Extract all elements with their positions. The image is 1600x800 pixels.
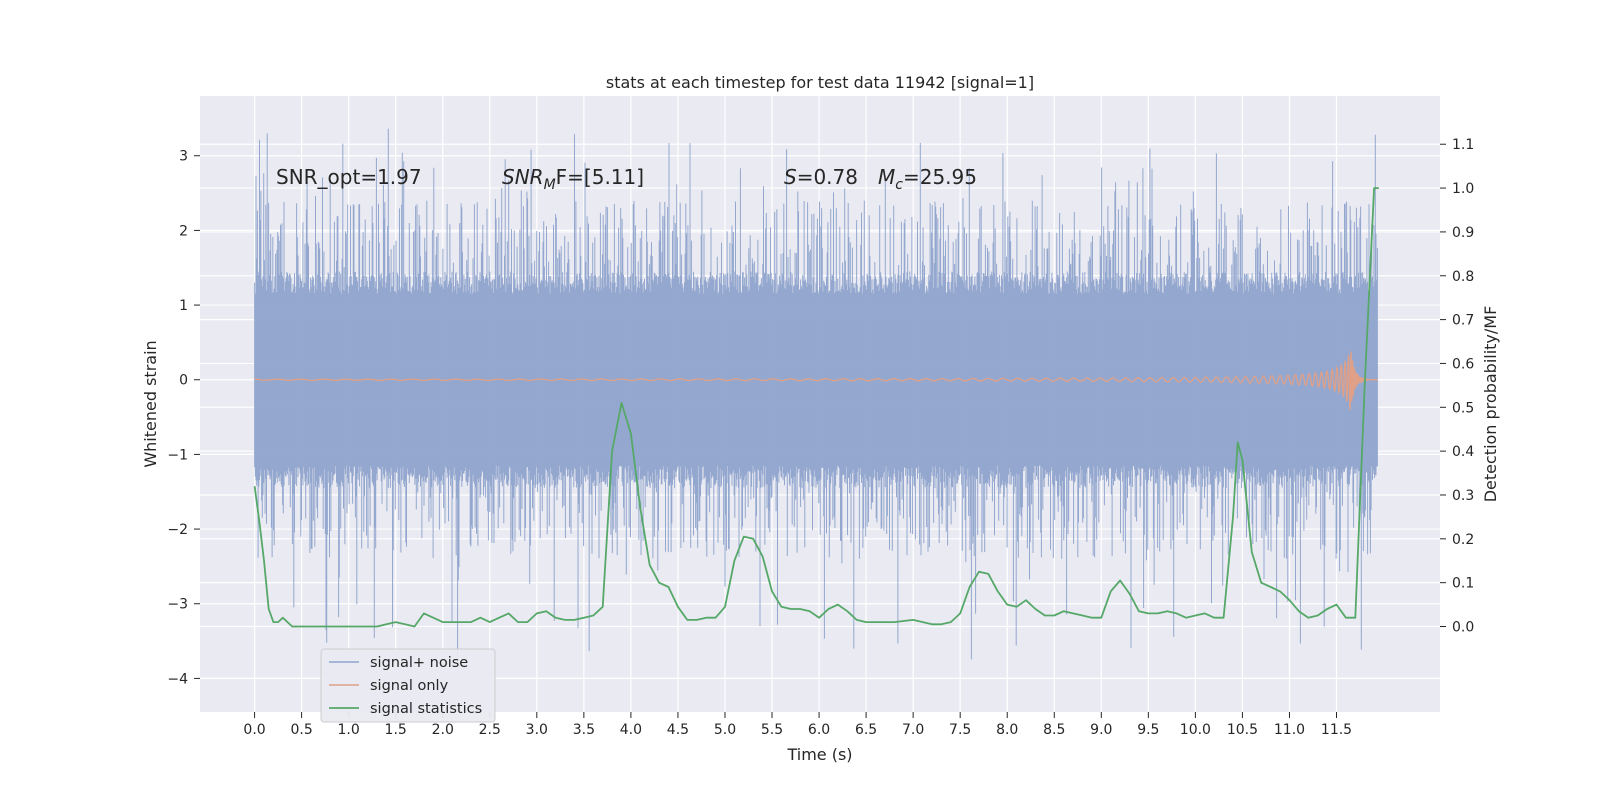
x-tick-label: 7.0 [902, 722, 924, 738]
x-tick-label: 11.5 [1321, 722, 1352, 738]
y-right-tick-label: 0.3 [1452, 488, 1474, 504]
chart-title: stats at each timestep for test data 119… [606, 73, 1034, 92]
signal-statistics-line [253, 187, 1379, 628]
x-tick-label: 6.0 [808, 722, 830, 738]
x-tick-label: 9.0 [1090, 722, 1112, 738]
x-tick-label: 2.5 [479, 722, 501, 738]
y-right-tick-label: 0.8 [1452, 269, 1474, 285]
x-tick-label: 8.5 [1043, 722, 1065, 738]
series-signal-plus-noise [254, 128, 1378, 664]
x-tick-label: 4.5 [667, 722, 689, 738]
annotation-snr-opt: SNR_opt=1.97 [276, 165, 422, 189]
x-tick-label: 7.5 [949, 722, 971, 738]
annotation-s-main: S [784, 165, 797, 189]
y-left-tick-label: −1 [167, 447, 188, 463]
y-left-tick-label: 1 [179, 298, 188, 314]
annotation-mc: Mc=25.95 [878, 165, 977, 193]
annotation-snr-mf: SNRMF=[5.11] [502, 165, 644, 193]
x-tick-label: 9.5 [1137, 722, 1159, 738]
y-right-tick-label: 0.1 [1452, 576, 1474, 592]
y-right-tick-label: 1.1 [1452, 137, 1474, 153]
x-axis-ticks: 0.0 0.5 1.0 1.5 2.0 2.5 3.0 3.5 4.0 4.5 5.0 5.5 6.0 6… [243, 712, 1352, 738]
y-right-tick-label: 0.6 [1452, 356, 1474, 372]
y-left-tick-label: −2 [167, 522, 188, 538]
y-right-axis-ticks: 1.1 1.0 0.9 0.8 0.7 0.6 0.5 0.4 0.3 0.2 0.1 0.0 [1440, 137, 1474, 636]
x-axis-title: Time (s) [786, 745, 852, 764]
annotation-mc-sub: c [895, 177, 903, 193]
series-signal-statistics [253, 187, 1379, 628]
x-tick-label: 5.5 [761, 722, 783, 738]
x-tick-label: 5.0 [714, 722, 736, 738]
y-right-tick-label: 0.5 [1452, 400, 1474, 416]
legend-box [320, 648, 496, 723]
legend-label-signal-plus-noise: signal+ noise [370, 655, 468, 671]
annotation-snr-mf-rest: F=[5.11] [556, 165, 644, 189]
y-left-tick-label: −4 [167, 671, 188, 687]
y-right-axis-title: Detection probability/MF [1481, 306, 1500, 503]
annotation-snr-mf-main: SNR [502, 165, 544, 189]
y-left-tick-label: 2 [179, 223, 188, 239]
x-tick-label: 0.5 [290, 722, 312, 738]
x-tick-label: 1.0 [338, 722, 360, 738]
x-tick-label: 8.0 [996, 722, 1018, 738]
annotation-mc-main: M [878, 165, 895, 189]
annotation-s: S=0.78 [784, 165, 858, 189]
annotation-snr-mf-sub: M [544, 177, 556, 193]
annotation-s-rest: =0.78 [797, 165, 858, 189]
x-tick-label: 11.0 [1274, 722, 1305, 738]
x-tick-label: 6.5 [855, 722, 877, 738]
x-tick-label: 10.5 [1227, 722, 1258, 738]
legend: signal+ noise signal only signal statist… [320, 648, 496, 723]
y-left-tick-label: 3 [179, 149, 188, 165]
y-left-tick-label: 0 [179, 373, 188, 389]
y-right-tick-label: 0.2 [1452, 532, 1474, 548]
legend-label-signal-statistics: signal statistics [370, 701, 482, 717]
x-tick-label: 4.0 [620, 722, 642, 738]
series-signal-only [254, 351, 1378, 410]
x-tick-label: 2.0 [432, 722, 454, 738]
y-left-axis-ticks: 3 2 1 0 −1 −2 −3 −4 [167, 149, 200, 687]
y-right-tick-label: 0.4 [1452, 444, 1474, 460]
y-left-axis-title: Whitened strain [141, 340, 160, 467]
legend-label-signal-only: signal only [370, 678, 449, 694]
annotation-mc-rest: =25.95 [903, 165, 977, 189]
y-right-tick-label: 0.0 [1452, 620, 1474, 636]
y-right-tick-label: 1.0 [1452, 181, 1474, 197]
x-tick-label: 3.0 [526, 722, 548, 738]
y-left-tick-label: −3 [167, 597, 188, 613]
y-right-tick-label: 0.7 [1452, 313, 1474, 329]
y-right-tick-label: 0.9 [1452, 225, 1474, 241]
signal-only-trace [254, 351, 1378, 410]
x-tick-label: 0.0 [243, 722, 265, 738]
x-tick-label: 1.5 [385, 722, 407, 738]
x-tick-label: 3.5 [573, 722, 595, 738]
x-tick-label: 10.0 [1180, 722, 1211, 738]
noise-trace [254, 128, 1378, 664]
